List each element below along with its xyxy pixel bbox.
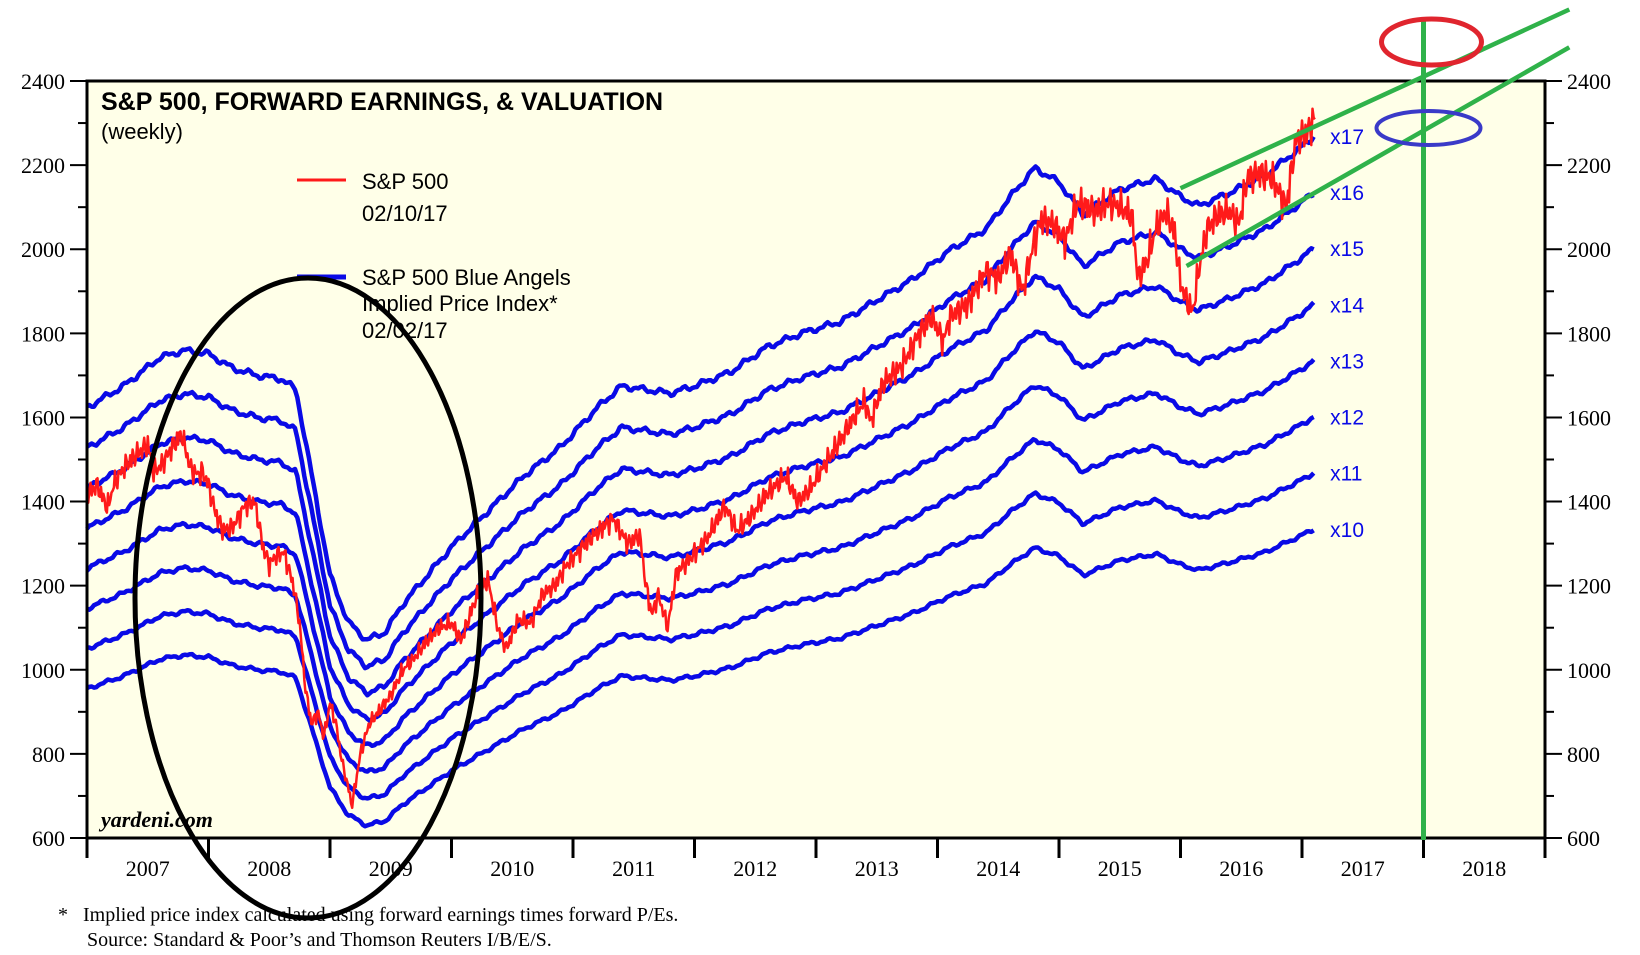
x-tick-label: 2016	[1219, 856, 1263, 881]
y-tick-label-left: 2400	[21, 69, 65, 94]
multiple-label-x12: x12	[1330, 407, 1364, 430]
x-tick-label: 2013	[855, 856, 899, 881]
legend: S&P 500 02/10/17 S&P 500 Blue Angels Imp…	[297, 169, 571, 343]
legend-label-blue-angels: S&P 500 Blue Angels	[362, 265, 571, 290]
annotation-black-ellipse	[132, 275, 484, 921]
x-tick-label: 2012	[733, 856, 777, 881]
y-tick-label-left: 600	[32, 826, 65, 851]
y-tick-label-left: 2200	[21, 153, 65, 178]
footnote-2: Source: Standard & Poor’s and Thomson Re…	[87, 929, 552, 951]
multiple-label-x11: x11	[1330, 463, 1362, 486]
plot-frame	[85, 79, 1547, 840]
y-tick-label-left: 1200	[21, 574, 65, 599]
y-tick-label-right: 800	[1567, 742, 1600, 767]
x-tick-label: 2007	[126, 856, 170, 881]
multiple-label-x13: x13	[1330, 350, 1364, 373]
sp500-line	[85, 107, 1316, 810]
y-tick-label-right: 1400	[1567, 490, 1611, 515]
x-tick-label: 2014	[976, 856, 1020, 881]
y-tick-label-right: 600	[1567, 826, 1600, 851]
y-tick-label-right: 1000	[1567, 658, 1611, 683]
y-tick-label-left: 1600	[21, 405, 65, 430]
x-tick-label: 2011	[612, 856, 655, 881]
y-tick-label-left: 1400	[21, 490, 65, 515]
blue-angels-line-x10	[85, 528, 1315, 829]
legend-label-sp500: S&P 500	[362, 169, 448, 194]
x-tick-label: 2015	[1098, 856, 1142, 881]
annotation-blue-ellipse	[1374, 109, 1483, 147]
watermark: yardeni.com	[98, 807, 213, 832]
y-tick-label-left: 2000	[21, 237, 65, 262]
legend-label-blue-angels-2: Implied Price Index*	[362, 291, 558, 316]
blue-angels-line-x11	[86, 471, 1316, 801]
chart-subtitle: (weekly)	[101, 119, 183, 144]
x-tick-label: 2017	[1341, 856, 1385, 881]
legend-date-sp500: 02/10/17	[362, 201, 448, 226]
x-tick-label: 2010	[490, 856, 534, 881]
y-tick-label-right: 1200	[1567, 574, 1611, 599]
y-tick-label-right: 2000	[1567, 237, 1611, 262]
y-tick-label-left: 1800	[21, 321, 65, 346]
annotations	[132, 7, 1571, 921]
blue-angels-line-x15	[86, 246, 1315, 698]
multiple-labels: x17 x16 x15 x14 x13 x12 x11 x10	[1330, 126, 1364, 542]
multiple-label-x10: x10	[1330, 519, 1364, 542]
x-tick-label: 2018	[1462, 856, 1506, 881]
annotation-trend-upper	[1179, 7, 1571, 191]
blue-angels-line-x14	[85, 300, 1316, 723]
multiple-label-x17: x17	[1330, 126, 1364, 149]
x-axis: 2007 2008 2009 2010 2011 2012 2013 2014 2015 2016…	[85, 838, 1547, 881]
y-tick-label-left: 800	[32, 742, 65, 767]
annotation-red-ellipse	[1379, 16, 1484, 68]
sp500-series	[85, 107, 1316, 810]
y-tick-label-right: 1800	[1567, 321, 1611, 346]
footnote-1: * Implied price index calculated using f…	[58, 904, 678, 926]
x-tick-label: 2008	[247, 856, 291, 881]
y-tick-label-right: 2400	[1567, 69, 1611, 94]
multiple-label-x14: x14	[1330, 294, 1364, 317]
y-tick-label-right: 2200	[1567, 153, 1611, 178]
y-tick-label-left: 1000	[21, 658, 65, 683]
y-tick-label-right: 1600	[1567, 405, 1611, 430]
multiple-label-x16: x16	[1330, 182, 1364, 205]
annotation-trend-lower	[1185, 45, 1571, 268]
chart-title: S&P 500, FORWARD EARNINGS, & VALUATION	[101, 88, 663, 116]
y-axis-right: 600 800 1000 1200 1400 1600 1800 2000 2200 2400	[1545, 69, 1611, 851]
y-axis-left: 600 800 1000 1200 1400 1600 1800 2000 2200 2400	[21, 69, 87, 851]
blue-angels-line-x13	[85, 358, 1316, 749]
blue-angels-line-x12	[86, 414, 1315, 774]
blue-angels-line-x16	[85, 192, 1315, 671]
multiple-label-x15: x15	[1330, 238, 1364, 261]
